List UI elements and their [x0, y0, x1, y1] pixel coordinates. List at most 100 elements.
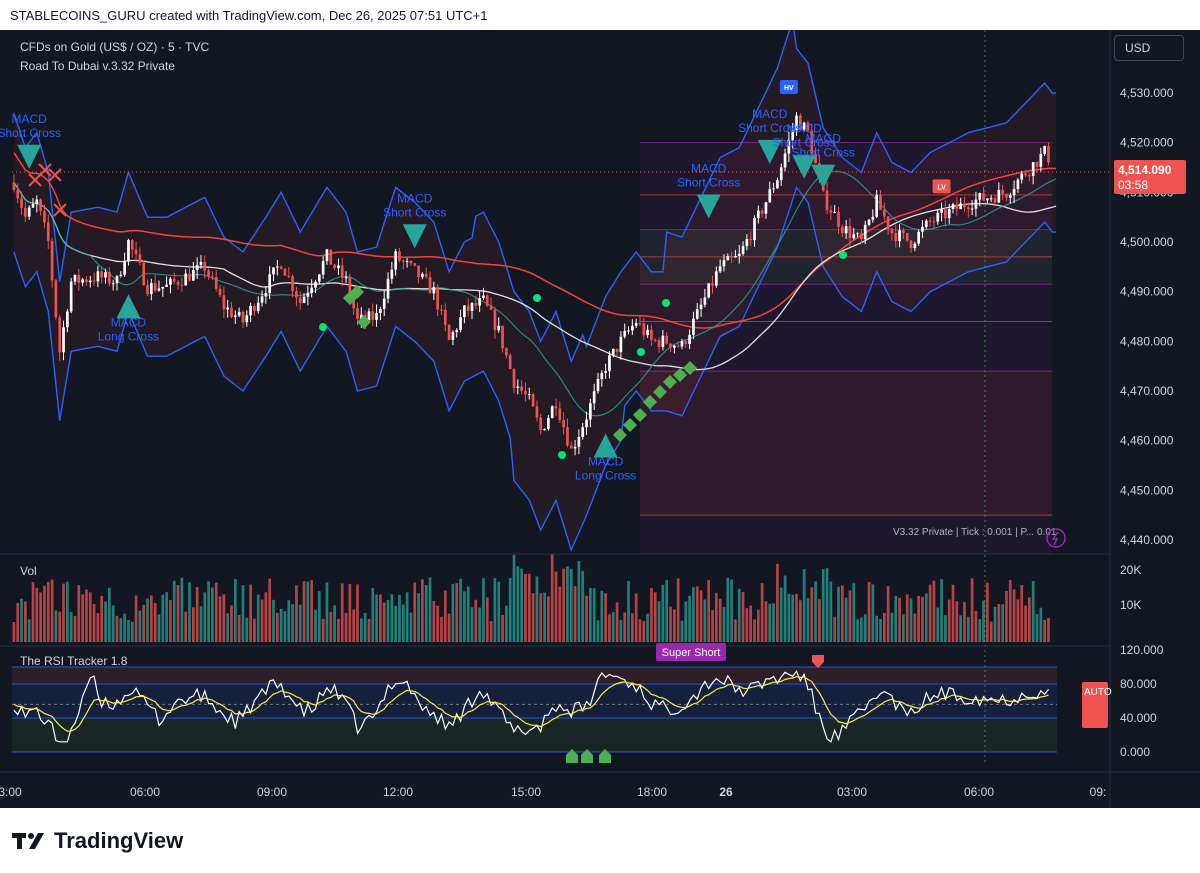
volume-bar — [928, 584, 932, 642]
chart-frame[interactable]: MACD Short Cross MACD Long Cross MACD Short C… — [0, 30, 1200, 808]
volume-bar — [879, 619, 882, 642]
candle-body — [127, 240, 130, 262]
volume-bar — [932, 580, 936, 642]
candle-body — [608, 355, 611, 372]
candle-body — [92, 280, 96, 282]
candle-body — [955, 204, 959, 210]
candle-body — [856, 233, 859, 235]
volume-bar — [714, 592, 718, 642]
volume-bar — [165, 592, 168, 642]
candle-body — [982, 193, 985, 201]
volume-bar — [940, 579, 943, 642]
volume-bar — [241, 585, 245, 642]
candle-body — [485, 295, 489, 306]
candle-body — [1028, 175, 1031, 177]
candle-body — [508, 355, 512, 369]
volume-bar — [566, 566, 569, 642]
volume-bar — [760, 583, 764, 642]
volume-bar — [413, 582, 417, 642]
candle-body — [1043, 146, 1046, 154]
candle-body — [184, 273, 188, 286]
candle-body — [558, 408, 562, 421]
vol-tick-label: 20K — [1120, 563, 1141, 577]
candle-body — [390, 269, 394, 279]
time-tick-label: 15:00 — [511, 785, 541, 799]
badge-bg — [932, 179, 951, 194]
diamond-marker — [633, 408, 647, 422]
candle-body — [1039, 153, 1043, 167]
time-tick-label: 3:00 — [0, 785, 22, 799]
candle-body — [138, 254, 142, 263]
rsi-title: The RSI Tracker 1.8 — [20, 654, 128, 668]
candle-body — [58, 317, 62, 353]
volume-bar — [16, 602, 20, 642]
candle-body — [50, 240, 54, 281]
candle-body — [776, 180, 779, 189]
candle-body — [734, 256, 737, 258]
volume-bar — [310, 580, 314, 642]
macd-label-line1: MACD — [397, 191, 433, 205]
volume-bar — [1016, 599, 1020, 642]
volume-bar — [982, 600, 985, 642]
volume-bar — [459, 578, 462, 642]
volume-bar — [730, 579, 733, 642]
candle-body — [646, 329, 649, 336]
volume-bar — [680, 620, 684, 642]
candle-body — [726, 256, 730, 261]
volume-bar — [337, 618, 340, 642]
candle-body — [871, 216, 875, 220]
candle-body — [547, 418, 550, 429]
currency-button[interactable]: USD — [1114, 35, 1184, 61]
indicator-legend[interactable]: Road To Dubai v.3.32 Private — [20, 59, 175, 73]
volume-bar — [390, 594, 394, 642]
candle-body — [157, 288, 161, 291]
volume-bar — [608, 614, 611, 642]
candle-body — [653, 339, 657, 341]
macd-label-line2: Short Cross — [738, 121, 801, 135]
volume-bar — [669, 606, 672, 642]
candle-body — [104, 272, 107, 278]
lightning-bolt-icon — [1051, 531, 1059, 546]
macd-label-line1: MACD — [12, 112, 48, 126]
symbol-legend[interactable]: CFDs on Gold (US$ / OZ) · 5 · TVC — [20, 40, 210, 54]
candle-body — [69, 281, 73, 312]
lightning-icon — [1046, 528, 1066, 548]
candle-body — [795, 115, 798, 131]
volume-bar — [54, 610, 58, 642]
candle-body — [741, 246, 745, 254]
candle-body — [573, 446, 577, 449]
badge-text: HV — [784, 85, 794, 92]
signal-dot — [637, 348, 645, 356]
volume-bar — [753, 619, 756, 642]
volume-bar — [478, 607, 481, 642]
volume-bar — [527, 573, 531, 642]
tradingview-wordmark: TradingView — [54, 828, 184, 853]
volume-bar — [581, 571, 585, 642]
volume-bar — [275, 612, 279, 642]
volume-bar — [802, 569, 806, 642]
volume-bar — [1012, 589, 1016, 642]
volume-bar — [379, 594, 382, 642]
candle-body — [531, 394, 535, 407]
macd-label-line1: MACD — [752, 107, 788, 121]
volume-bar — [631, 613, 634, 642]
candle-body — [428, 277, 432, 294]
attribution-text: STABLECOINS_GURU created with TradingVie… — [10, 8, 488, 23]
volume-bar — [77, 585, 81, 642]
candle-body — [218, 288, 222, 296]
candle-body — [619, 336, 623, 353]
volume-bar — [272, 599, 275, 642]
candle-body — [928, 220, 932, 222]
volume-bar — [66, 581, 69, 642]
candle-body — [256, 302, 260, 312]
candle-body — [993, 198, 997, 203]
tradingview-logo[interactable]: TradingView — [12, 828, 183, 854]
signal-dot — [319, 323, 327, 331]
candle-body — [722, 260, 726, 267]
candle-body — [344, 277, 348, 279]
candle-body — [291, 276, 294, 292]
volume-bar — [840, 585, 844, 642]
candle-body — [146, 285, 149, 295]
volume-bar — [142, 604, 146, 642]
